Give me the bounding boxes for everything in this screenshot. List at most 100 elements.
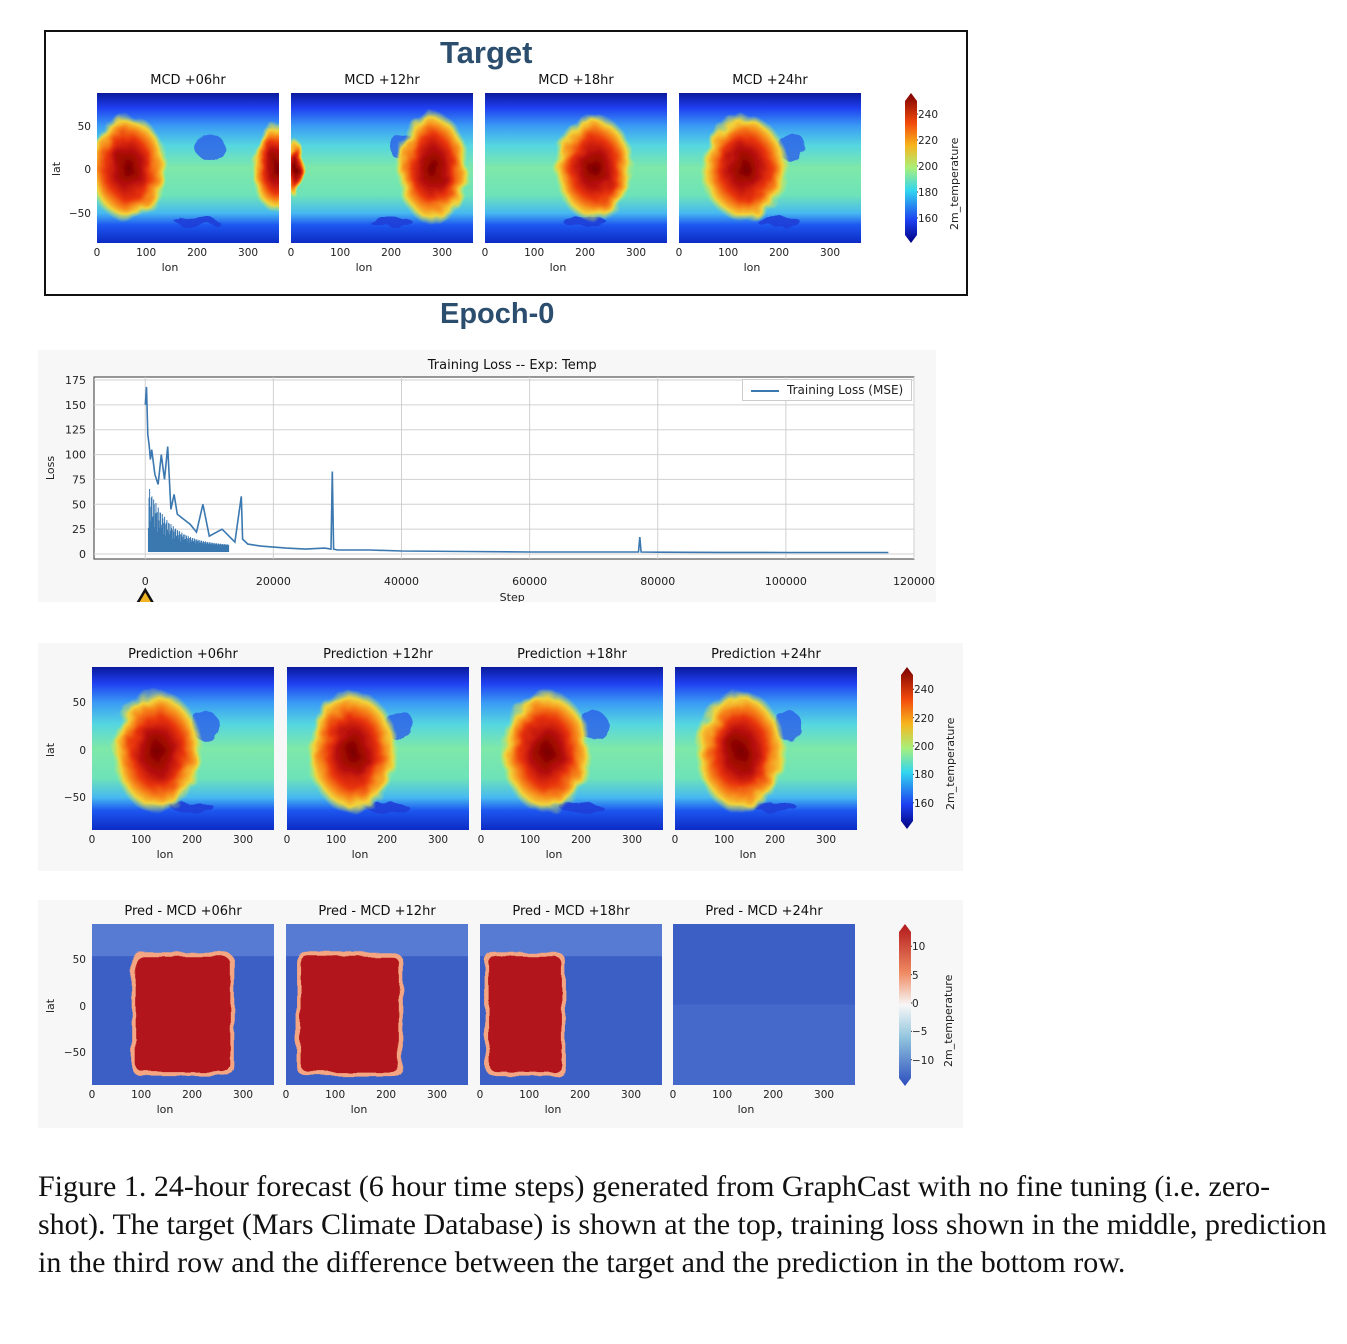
x-tick-label: 100000 [765,575,807,588]
difference-panel [92,924,274,1085]
x-axis-label: lon [350,1103,368,1116]
y-tick-label: 100 [65,449,86,462]
x-axis-label: lon [351,848,369,861]
panel-title: Pred - MCD +18hr [512,904,630,919]
x-tick-label: 300 [814,1089,835,1101]
training-loss-chart: 0 20000 40000 60000 80000 100000 120000 0 25 50 75… [44,358,935,602]
x-tick-label: 100 [131,834,152,846]
colorbar-tick: 0 [912,998,919,1010]
x-tick-label: 0 [283,834,291,846]
panel-title: MCD +12hr [344,73,420,88]
x-tick-label: 20000 [256,575,291,588]
x-tick-label: 300 [233,1089,254,1101]
legend-line-swatch [751,389,779,392]
x-tick-label: 0 [287,247,295,259]
x-tick-label: 0 [93,247,101,259]
legend-label: Training Loss (MSE) [787,383,904,397]
x-axis-label: lon [544,1103,562,1116]
y-tick-label: 50 [72,954,86,967]
x-axis-label: lon [156,848,174,861]
y-tick-label: 25 [72,523,86,536]
colorbar-tick: 200 [918,161,939,173]
x-tick-label: 0 [669,1089,677,1101]
x-tick-label: 100 [520,834,541,846]
x-tick-label: 120000 [893,575,935,588]
x-tick-label: 300 [626,247,647,259]
target-title: Target [440,35,533,70]
colorbar-label: 2m_temperature [944,717,957,810]
x-tick-label: 0 [675,247,683,259]
x-tick-label: 100 [330,247,351,259]
chart-title: Training Loss -- Exp: Temp [427,358,597,373]
y-tick-label: 75 [72,473,86,486]
y-tick-label: 0 [79,548,86,561]
y-tick-label: 150 [65,399,86,412]
x-tick-label: 200 [765,834,786,846]
colorbar-tick: 180 [918,187,939,199]
colorbar-tick: −5 [912,1026,928,1039]
colorbar-tick: 220 [914,712,935,725]
colorbar-tick: 10 [912,941,926,954]
x-tick-label: 200 [570,1089,591,1101]
y-tick-label: 125 [65,424,86,437]
y-tick-label: 175 [65,374,86,387]
x-tick-label: 300 [428,834,449,846]
x-tick-label: 100 [325,1089,346,1101]
colorbar-tick: −10 [912,1054,935,1067]
x-tick-label: 300 [238,247,259,259]
panel-title: MCD +18hr [538,73,614,88]
panel-title: Prediction +18hr [517,647,627,662]
difference-panel [673,924,855,1085]
colorbar: 10 5 0 −5 −10 2m_temperature [898,924,958,1090]
x-tick-label: 100 [718,247,739,259]
y-tick-label: 50 [72,498,86,511]
x-tick-label: 100 [714,834,735,846]
x-axis-label: lon [156,1103,174,1116]
figure-caption: Figure 1. 24-hour forecast (6 hour time … [38,1170,1327,1279]
x-tick-label: 200 [182,1089,203,1101]
x-tick-label: 80000 [640,575,675,588]
x-axis-label: lon [739,848,757,861]
panel-title: MCD +06hr [150,73,226,88]
colorbar: 240 220 200 180 160 2m_temperature [904,93,964,247]
target-panel-frame [44,30,968,296]
panel-title: Pred - MCD +24hr [705,904,823,919]
panel-title: Prediction +12hr [323,647,433,662]
colorbar-tick: 220 [918,135,939,147]
y-tick-label: 50 [77,120,91,133]
heatmap-panel [97,93,279,243]
heatmap-panel [287,667,469,830]
heatmap-panel [485,93,667,243]
x-axis-label: Step [500,591,525,602]
x-tick-label: 300 [820,247,841,259]
panel-title: Prediction +06hr [128,647,238,662]
x-tick-label: 300 [816,834,837,846]
x-tick-label: 300 [621,1089,642,1101]
x-axis-label: lon [355,261,373,274]
x-tick-label: 200 [187,247,208,259]
heatmap-panel [481,667,663,830]
heatmap-panel [675,667,857,830]
x-tick-label: 200 [377,834,398,846]
x-axis-label: lon [545,848,563,861]
x-tick-label: 0 [282,1089,290,1101]
panel-title: Prediction +24hr [711,647,821,662]
heatmap-panel [291,93,473,243]
x-tick-label: 60000 [512,575,547,588]
x-axis-label: lon [161,261,179,274]
x-tick-label: 40000 [384,575,419,588]
x-tick-label: 100 [712,1089,733,1101]
x-tick-label: 200 [182,834,203,846]
x-tick-label: 200 [381,247,402,259]
epoch-marker-triangle [136,587,154,602]
panel-title: MCD +24hr [732,73,808,88]
x-tick-label: 0 [481,247,489,259]
loss-noise [147,488,230,553]
x-tick-label: 200 [769,247,790,259]
colorbar-label: 2m_temperature [942,974,955,1067]
x-axis-label: lon [737,1103,755,1116]
y-tick-label: −50 [63,792,86,805]
colorbar-tick: 200 [914,741,935,753]
x-tick-label: 0 [142,575,149,588]
x-tick-label: 200 [571,834,592,846]
